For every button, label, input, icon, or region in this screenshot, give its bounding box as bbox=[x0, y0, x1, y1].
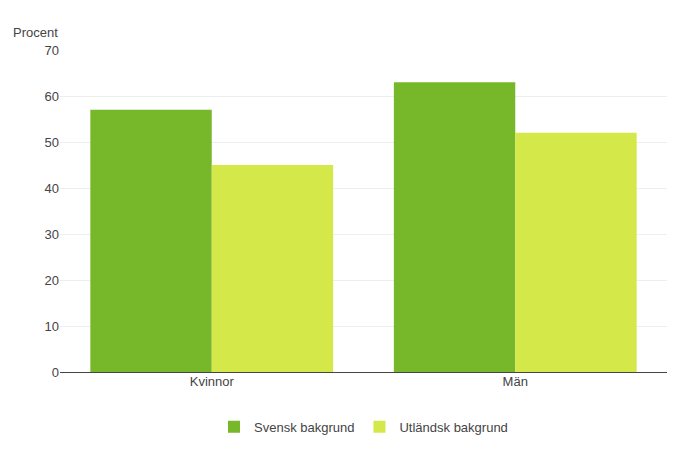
svg-text:Svensk bakgrund: Svensk bakgrund bbox=[254, 420, 354, 435]
svg-text:Kvinnor: Kvinnor bbox=[190, 374, 235, 389]
svg-text:Utländsk bakgrund: Utländsk bakgrund bbox=[399, 420, 507, 435]
svg-text:30: 30 bbox=[45, 227, 59, 242]
svg-text:70: 70 bbox=[45, 43, 59, 58]
svg-text:10: 10 bbox=[45, 319, 59, 334]
svg-text:Procent: Procent bbox=[13, 25, 58, 40]
svg-text:50: 50 bbox=[45, 135, 59, 150]
svg-text:40: 40 bbox=[45, 181, 59, 196]
svg-text:60: 60 bbox=[45, 89, 59, 104]
svg-text:20: 20 bbox=[45, 273, 59, 288]
svg-text:0: 0 bbox=[52, 365, 59, 380]
svg-text:Män: Män bbox=[503, 374, 528, 389]
